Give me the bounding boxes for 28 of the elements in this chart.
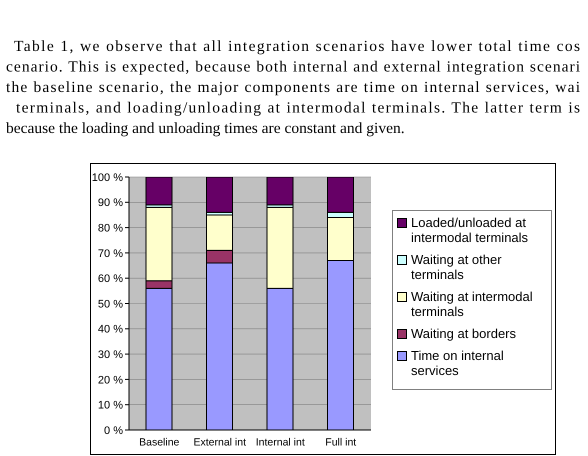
x-tick-label: External int bbox=[193, 436, 246, 448]
x-tick-label: Full int bbox=[325, 436, 356, 448]
text: terminals, and loading/unloading at intermodal terminals. The latter term is bbox=[16, 100, 580, 116]
y-tick-label: 30 % bbox=[98, 349, 124, 362]
y-tick-label: 80 % bbox=[98, 222, 124, 235]
y-tick-label: 70 % bbox=[98, 248, 124, 260]
legend-label: Time on internal services bbox=[411, 348, 505, 378]
y-tick-label: 0 % bbox=[104, 424, 124, 437]
legend-label: Waiting at borders bbox=[411, 326, 516, 341]
text: cenario. This is expected, because both internal and external integration scenari bbox=[6, 58, 581, 76]
y-tick-label: 10 % bbox=[98, 400, 124, 412]
text: because the loading and unloading times are constant and given. bbox=[6, 120, 405, 137]
text: the baseline scenario, the major components are time on internal services, wai bbox=[6, 79, 581, 96]
x-tick-label: Internal int bbox=[256, 436, 305, 448]
bar bbox=[206, 177, 233, 213]
y-tick-label: 60 % bbox=[98, 273, 124, 286]
y-tick-label: 40 % bbox=[98, 324, 124, 336]
bar bbox=[266, 177, 294, 206]
caption: Table 1, we observe that all integration scenarios have lower total time cos bbox=[14, 38, 580, 55]
y-tick-label: 90 % bbox=[98, 197, 124, 210]
legend-label: Waiting at other terminals bbox=[411, 252, 503, 282]
y-tick-label: 20 % bbox=[98, 374, 124, 386]
y-tick-label: 50 % bbox=[98, 298, 124, 310]
bar bbox=[146, 177, 172, 206]
y-tick-label: 100 % bbox=[92, 172, 124, 184]
x-tick-label: Baseline bbox=[139, 436, 180, 448]
legend-label: Loaded/unloaded at intermodal terminals bbox=[411, 215, 530, 245]
legend-label: Waiting at intermodal terminals bbox=[411, 289, 534, 319]
